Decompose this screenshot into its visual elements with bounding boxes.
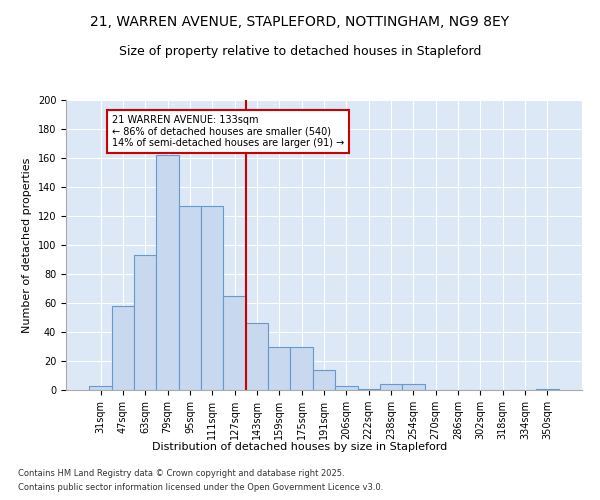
Text: Distribution of detached houses by size in Stapleford: Distribution of detached houses by size … [152,442,448,452]
Bar [290,346,313,390]
Bar [358,388,380,390]
Bar [112,306,134,390]
Text: Contains public sector information licensed under the Open Government Licence v3: Contains public sector information licen… [18,484,383,492]
Text: Size of property relative to detached houses in Stapleford: Size of property relative to detached ho… [119,45,481,58]
Bar [402,384,425,390]
Bar [223,296,246,390]
Bar [335,386,358,390]
Bar [201,206,223,390]
Bar [536,388,559,390]
Bar [179,206,201,390]
Bar [134,255,157,390]
Y-axis label: Number of detached properties: Number of detached properties [22,158,32,332]
Bar [313,370,335,390]
Bar [246,324,268,390]
Text: 21 WARREN AVENUE: 133sqm
← 86% of detached houses are smaller (540)
14% of semi-: 21 WARREN AVENUE: 133sqm ← 86% of detach… [112,114,344,148]
Text: 21, WARREN AVENUE, STAPLEFORD, NOTTINGHAM, NG9 8EY: 21, WARREN AVENUE, STAPLEFORD, NOTTINGHA… [91,15,509,29]
Text: Contains HM Land Registry data © Crown copyright and database right 2025.: Contains HM Land Registry data © Crown c… [18,468,344,477]
Bar [268,346,290,390]
Bar [380,384,402,390]
Bar [89,386,112,390]
Bar [157,155,179,390]
